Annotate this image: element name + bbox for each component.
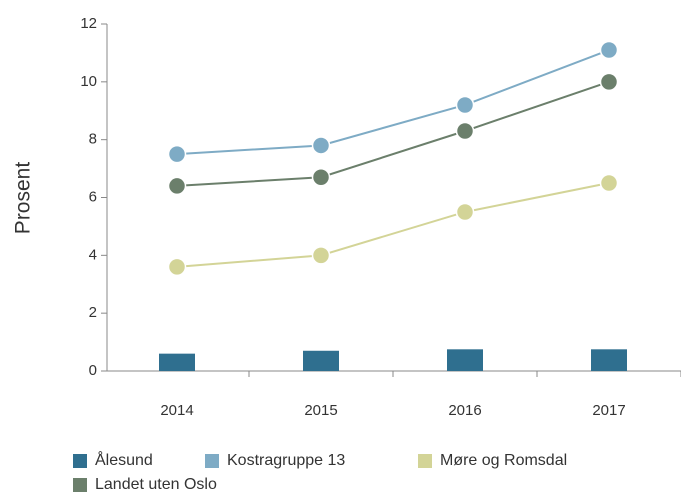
line-marker <box>311 136 331 155</box>
y-tick-label: 12 <box>80 15 97 32</box>
line-marker <box>311 246 331 265</box>
y-tick-label: 8 <box>89 131 97 148</box>
y-tick-label: 10 <box>80 73 97 90</box>
legend-swatch <box>205 454 219 468</box>
x-tick-label: 2014 <box>160 402 193 419</box>
legend-swatch <box>73 454 87 468</box>
y-tick-label: 6 <box>89 188 97 205</box>
line <box>176 80 610 187</box>
x-tick-label: 2015 <box>304 402 337 419</box>
line <box>176 182 610 268</box>
y-tick-label: 0 <box>89 362 97 379</box>
legend-swatch <box>418 454 432 468</box>
line <box>176 49 610 156</box>
legend-label: Møre og Romsdal <box>440 452 567 469</box>
bar <box>159 353 195 371</box>
y-axis-label: Prosent <box>12 162 35 235</box>
legend-label: Kostragruppe 13 <box>227 452 345 469</box>
bar <box>303 350 339 371</box>
line-marker <box>311 168 331 187</box>
line-marker <box>455 95 475 115</box>
x-tick-label: 2016 <box>448 402 481 419</box>
legend-label: Landet uten Oslo <box>95 476 217 493</box>
bar <box>591 349 627 371</box>
y-tick-label: 2 <box>89 304 97 321</box>
line-marker <box>455 121 475 141</box>
line-marker <box>167 176 187 196</box>
line-marker <box>167 257 187 277</box>
y-tick-label: 4 <box>89 246 97 263</box>
line-marker <box>167 144 187 164</box>
x-tick-label: 2017 <box>592 402 625 419</box>
line-marker <box>599 40 619 60</box>
line-marker <box>599 72 619 92</box>
bar <box>447 349 483 371</box>
legend-swatch <box>73 478 87 492</box>
line-marker <box>599 173 619 193</box>
legend-label: Ålesund <box>95 450 153 469</box>
line-marker <box>455 202 475 222</box>
